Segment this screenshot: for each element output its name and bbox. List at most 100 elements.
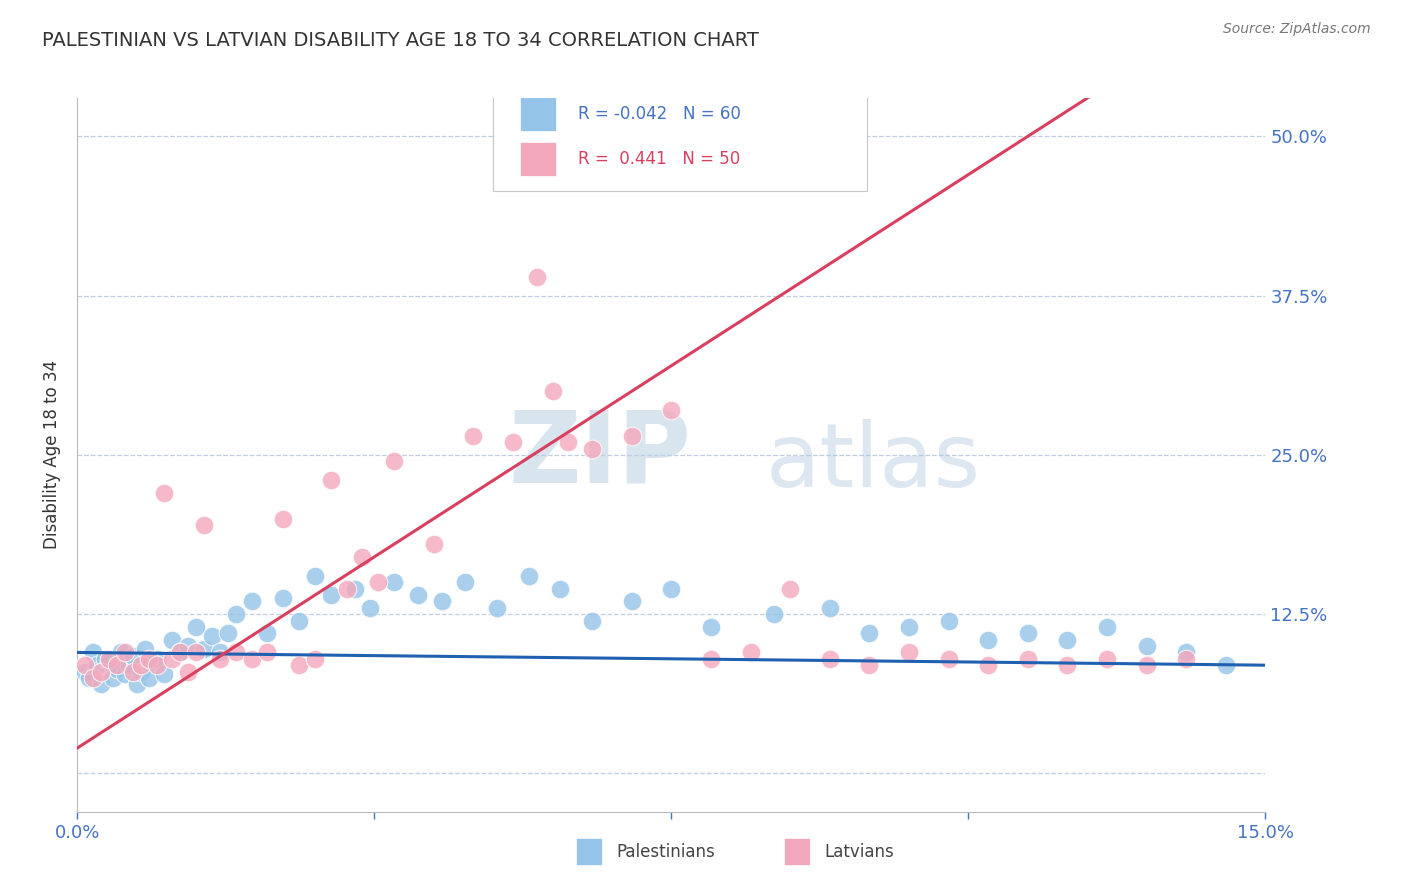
Point <box>118 658 141 673</box>
Point <box>858 658 880 673</box>
Point <box>486 600 509 615</box>
Point <box>898 620 921 634</box>
Point <box>620 594 643 608</box>
Point <box>858 626 880 640</box>
Point <box>977 632 1000 647</box>
Point <box>661 403 683 417</box>
Point <box>661 582 683 596</box>
Point <box>271 591 294 605</box>
Point <box>86 658 108 673</box>
Point <box>82 671 104 685</box>
Point <box>90 677 112 691</box>
Point <box>423 537 446 551</box>
Point <box>541 384 564 399</box>
Point <box>94 652 117 666</box>
Point <box>225 645 247 659</box>
Point <box>110 645 132 659</box>
Point <box>700 620 723 634</box>
Point <box>620 429 643 443</box>
Point <box>208 652 231 666</box>
Point <box>217 626 239 640</box>
Point <box>818 652 841 666</box>
Point <box>898 645 921 659</box>
Point <box>1175 652 1198 666</box>
Point <box>1136 658 1159 673</box>
Point <box>193 518 215 533</box>
Point <box>779 582 801 596</box>
Point <box>142 654 165 668</box>
Point <box>581 614 603 628</box>
Point <box>406 588 429 602</box>
Point <box>90 665 112 679</box>
Point <box>225 607 247 622</box>
Point <box>138 671 160 685</box>
Bar <box>576 838 602 865</box>
Point <box>201 629 224 643</box>
FancyBboxPatch shape <box>494 87 868 191</box>
Point <box>271 511 294 525</box>
Point <box>382 575 405 590</box>
Point <box>304 569 326 583</box>
Point <box>526 269 548 284</box>
Point <box>162 652 184 666</box>
Point <box>162 632 184 647</box>
Point <box>101 671 124 685</box>
Point <box>177 639 200 653</box>
Point <box>114 667 136 681</box>
Point <box>193 641 215 656</box>
Point <box>763 607 786 622</box>
Point <box>1056 658 1078 673</box>
Point <box>121 665 143 679</box>
Point <box>382 454 405 468</box>
Point <box>82 645 104 659</box>
Point <box>557 435 579 450</box>
Point <box>352 549 374 564</box>
Point <box>1056 632 1078 647</box>
Point <box>186 620 208 634</box>
Point <box>75 665 97 679</box>
Point <box>138 652 160 666</box>
Point <box>256 626 278 640</box>
Point <box>153 667 176 681</box>
Y-axis label: Disability Age 18 to 34: Disability Age 18 to 34 <box>44 360 62 549</box>
Text: PALESTINIAN VS LATVIAN DISABILITY AGE 18 TO 34 CORRELATION CHART: PALESTINIAN VS LATVIAN DISABILITY AGE 18… <box>42 31 759 50</box>
Point <box>1017 652 1039 666</box>
Point <box>121 649 143 664</box>
Point <box>740 645 762 659</box>
Point <box>502 435 524 450</box>
Point <box>125 677 148 691</box>
Point <box>98 654 121 668</box>
Point <box>454 575 477 590</box>
Point <box>581 442 603 456</box>
Point <box>114 645 136 659</box>
Point <box>359 600 381 615</box>
Point <box>430 594 453 608</box>
Point <box>1215 658 1237 673</box>
Point <box>1095 620 1118 634</box>
Bar <box>520 142 557 176</box>
Point <box>208 645 231 659</box>
Point <box>177 665 200 679</box>
Point <box>105 658 128 673</box>
Point <box>550 582 572 596</box>
Point <box>240 652 263 666</box>
Text: ZIP: ZIP <box>509 407 692 503</box>
Bar <box>785 838 810 865</box>
Text: Source: ZipAtlas.com: Source: ZipAtlas.com <box>1223 22 1371 37</box>
Point <box>463 429 485 443</box>
Point <box>75 658 97 673</box>
Point <box>818 600 841 615</box>
Point <box>319 588 342 602</box>
Point <box>304 652 326 666</box>
Point <box>145 652 167 666</box>
Point <box>98 652 121 666</box>
Point <box>288 614 311 628</box>
Point <box>336 582 359 596</box>
Point <box>256 645 278 659</box>
Point <box>288 658 311 673</box>
Point <box>977 658 1000 673</box>
Point <box>169 645 191 659</box>
Point <box>145 658 167 673</box>
Point <box>153 486 176 500</box>
Point <box>938 614 960 628</box>
